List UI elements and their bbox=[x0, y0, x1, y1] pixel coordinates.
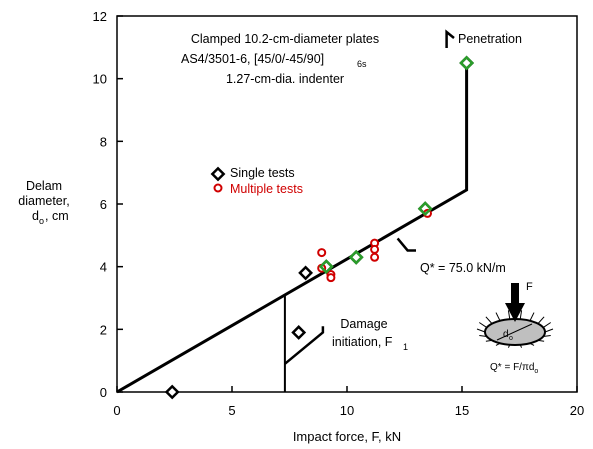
hatch-mark bbox=[543, 335, 551, 337]
data-point-single bbox=[164, 384, 180, 400]
y-tick-label: 2 bbox=[100, 322, 107, 337]
y-axis: 0 2 4 6 8 10 12 bbox=[93, 9, 123, 400]
x-axis-label: Impact force, F, kN bbox=[293, 429, 401, 444]
inset-diameter-sub: o bbox=[509, 335, 513, 342]
inset-diameter-line bbox=[496, 323, 533, 341]
data-point-highlight bbox=[459, 55, 475, 71]
info-line-3: 1.27-cm-dia. indenter bbox=[226, 72, 344, 86]
hatch-mark bbox=[485, 339, 493, 342]
hatch-mark bbox=[479, 335, 487, 337]
hatch-mark bbox=[529, 312, 535, 321]
legend-label-multiple: Multiple tests bbox=[230, 182, 303, 196]
inset-force-arrowhead bbox=[505, 303, 525, 322]
hatch-mark bbox=[519, 344, 523, 348]
data-point-multiple bbox=[370, 244, 380, 254]
info-line-2-sub: 6s bbox=[357, 59, 367, 69]
inset-diameter-label: d bbox=[503, 329, 509, 340]
hatch-mark bbox=[519, 310, 523, 320]
info-block: Clamped 10.2-cm-diameter plates AS4/3501… bbox=[181, 32, 379, 86]
y-tick-label: 0 bbox=[100, 385, 107, 400]
hatch-mark bbox=[537, 339, 545, 342]
hatch-mark bbox=[542, 322, 551, 328]
x-axis: 0 5 10 15 20 bbox=[113, 386, 584, 418]
q-label: Q* = 75.0 kN/m bbox=[420, 261, 506, 275]
penetration-annotation: Penetration bbox=[445, 29, 522, 48]
hatch-mark bbox=[495, 312, 501, 321]
y-axis-label: Delam diameter, d o , cm bbox=[18, 179, 69, 226]
damage-label-2: initiation, F bbox=[332, 335, 393, 349]
hatch-mark bbox=[485, 316, 493, 324]
hatch-mark bbox=[544, 328, 554, 333]
y-tick-label: 4 bbox=[100, 260, 107, 275]
hatch-mark bbox=[476, 328, 486, 333]
legend: Single tests Multiple tests bbox=[210, 166, 303, 196]
hatch-mark bbox=[507, 310, 511, 320]
info-line-1: Clamped 10.2-cm-diameter plates bbox=[191, 32, 379, 46]
model-line bbox=[116, 63, 469, 394]
damage-label-1: Damage bbox=[340, 317, 387, 331]
x-tick-label: 15 bbox=[455, 403, 469, 418]
data-point-single bbox=[291, 325, 307, 340]
svg-text:diameter,: diameter, bbox=[18, 194, 69, 208]
data-point-highlight bbox=[348, 249, 364, 265]
damage-annotation: Damage initiation, F 1 bbox=[284, 317, 408, 365]
hatch-mark bbox=[479, 322, 488, 328]
x-tick-label: 0 bbox=[113, 403, 120, 418]
hatch-mark bbox=[529, 342, 535, 346]
svg-text:o: o bbox=[39, 216, 44, 226]
x-tick-label: 10 bbox=[340, 403, 354, 418]
damage-leader bbox=[284, 326, 325, 365]
legend-marker-multiple bbox=[213, 183, 223, 193]
info-line-2: AS4/3501-6, [45/0/-45/90] bbox=[181, 52, 324, 66]
data-point-multiple bbox=[326, 273, 336, 283]
data-point-highlight bbox=[417, 201, 433, 217]
svg-text:, cm: , cm bbox=[45, 209, 69, 223]
penetration-label: Penetration bbox=[458, 32, 522, 46]
data-point-single bbox=[298, 265, 314, 281]
inset-formula: Q* = F/πdo bbox=[490, 362, 538, 375]
data-point-highlight bbox=[318, 259, 334, 275]
y-tick-label: 6 bbox=[100, 197, 107, 212]
inset-force-label: F bbox=[526, 281, 533, 293]
inset-diagram: F d o Q* = F/πdo bbox=[476, 281, 554, 375]
data-point-multiple bbox=[317, 248, 327, 258]
legend-marker-single bbox=[210, 166, 226, 182]
x-tick-label: 20 bbox=[570, 403, 584, 418]
damage-label-sub: 1 bbox=[403, 342, 408, 352]
q-leader bbox=[396, 237, 416, 252]
x-tick-label: 5 bbox=[228, 403, 235, 418]
hatch-mark bbox=[537, 316, 545, 324]
legend-label-single: Single tests bbox=[230, 166, 295, 180]
q-annotation: Q* = 75.0 kN/m bbox=[396, 237, 506, 275]
svg-text:d: d bbox=[32, 209, 39, 223]
inset-clamp-hatch bbox=[476, 310, 554, 348]
hatch-mark bbox=[507, 344, 511, 348]
y-tick-label: 8 bbox=[100, 134, 107, 149]
hatch-mark bbox=[495, 342, 501, 346]
y-tick-label: 12 bbox=[93, 9, 107, 24]
inset-force-shaft bbox=[511, 283, 519, 305]
svg-text:Delam: Delam bbox=[26, 179, 62, 193]
y-tick-label: 10 bbox=[93, 72, 107, 87]
data-point-multiple bbox=[370, 252, 380, 262]
penetration-leader bbox=[445, 29, 455, 48]
data-markers bbox=[164, 55, 475, 400]
